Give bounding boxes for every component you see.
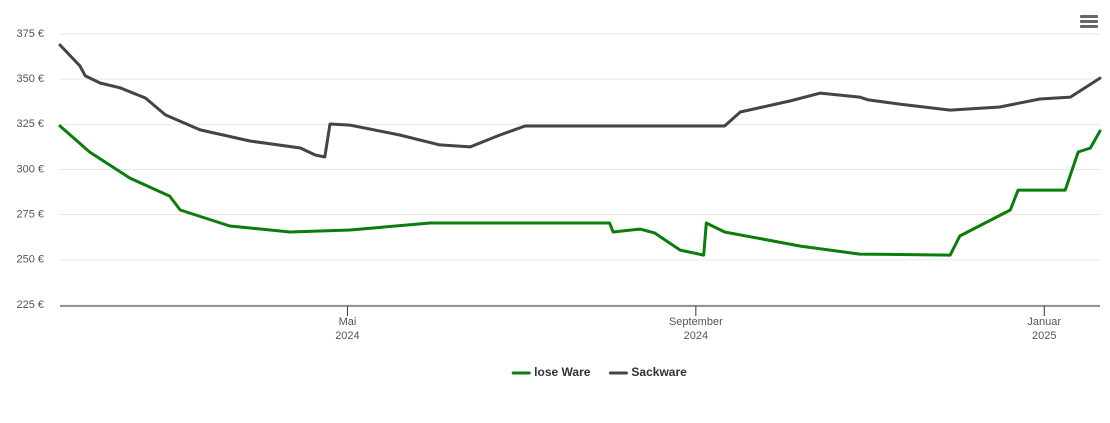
menu-bar (1080, 25, 1098, 28)
y-tick-label: 225 € (16, 299, 44, 311)
x-tick-label: September 2024 (669, 316, 723, 342)
y-tick-label: 300 € (16, 163, 44, 175)
menu-button[interactable] (1080, 15, 1098, 28)
series-line (58, 43, 1102, 159)
legend: lose Ware Sackware (511, 365, 687, 379)
y-tick-label: 350 € (16, 73, 44, 85)
x-tick-label: Januar 2025 (1027, 316, 1061, 342)
y-tick-label: 325 € (16, 118, 44, 130)
y-tick-label: 250 € (16, 254, 44, 266)
legend-label: lose Ware (534, 365, 591, 379)
y-tick-label: 375 € (16, 28, 44, 40)
menu-bar (1080, 20, 1098, 23)
series-line (58, 124, 1102, 257)
legend-item[interactable]: lose Ware (511, 365, 591, 379)
x-tick-label: Mai 2024 (335, 316, 359, 342)
legend-label: Sackware (631, 365, 687, 379)
menu-bar (1080, 15, 1098, 18)
legend-item[interactable]: Sackware (608, 365, 687, 379)
y-tick-label: 275 € (16, 209, 44, 221)
